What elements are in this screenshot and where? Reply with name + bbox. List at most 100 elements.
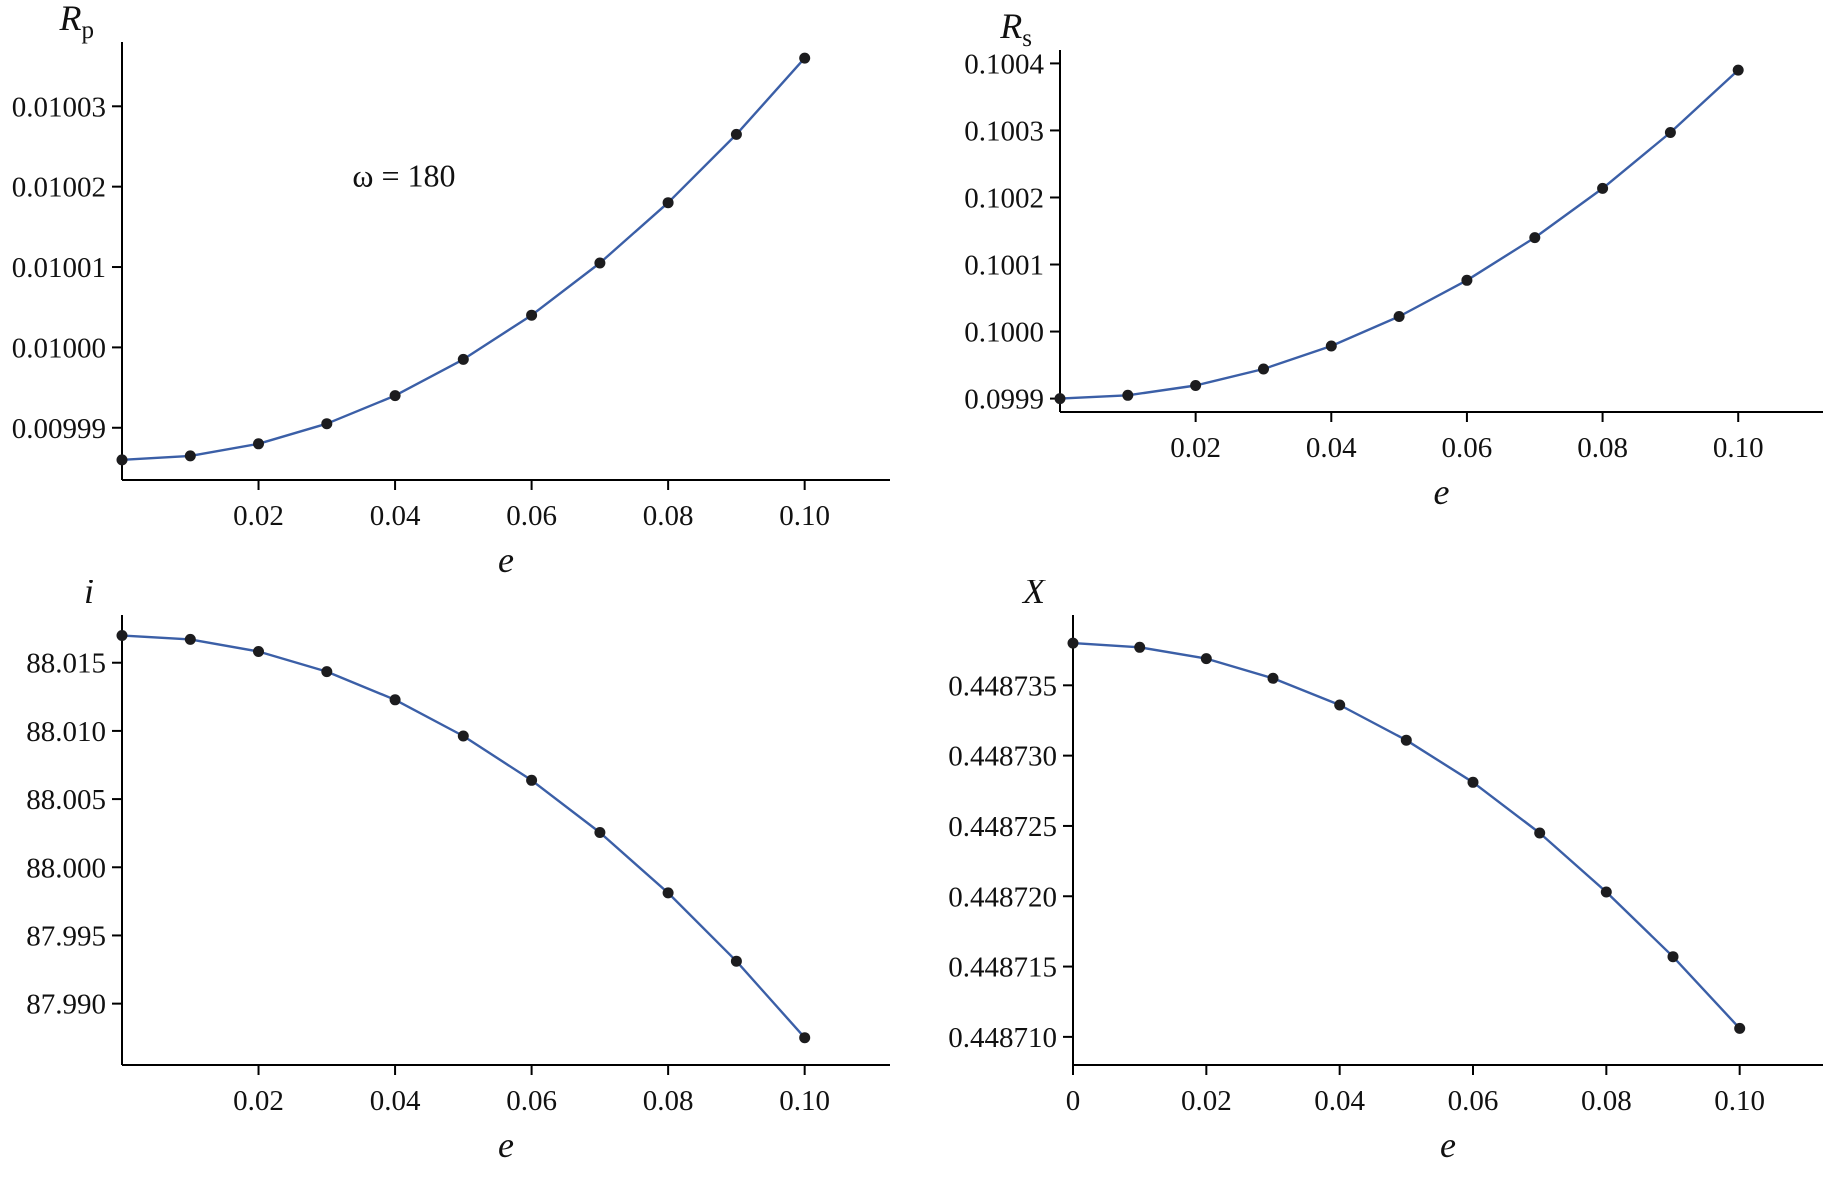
- data-point: [1134, 641, 1146, 653]
- x-tick-label: 0.04: [370, 1085, 421, 1117]
- data-point: [730, 955, 742, 967]
- data-point: [1529, 232, 1541, 244]
- y-tick-label: 0.448725: [948, 811, 1057, 843]
- data-point: [1667, 951, 1679, 963]
- y-tick-label: 87.995: [26, 920, 106, 952]
- y-tick-label: 0.448715: [948, 952, 1057, 984]
- x-axis-title: e: [1434, 472, 1450, 512]
- series-line: [120, 56, 806, 462]
- y-tick-label: 0.01001: [12, 252, 106, 284]
- chart-panel-x: 0.448710 0.448715 0.448720 0.448725 0.448730…: [905, 571, 1838, 1177]
- data-point: [1534, 827, 1546, 839]
- series-line: [120, 634, 806, 1039]
- data-point: [799, 52, 811, 64]
- data-point: [1734, 1022, 1746, 1034]
- data-point: [1334, 699, 1346, 711]
- x-axis-title: e: [498, 540, 514, 580]
- y-tick-label: 0.1000: [964, 317, 1044, 349]
- data-point: [526, 774, 538, 786]
- data-point: [594, 827, 606, 838]
- data-point: [1325, 340, 1337, 352]
- data-point: [1664, 127, 1676, 138]
- series-line: [1071, 641, 1741, 1030]
- chart-panel-rs: 0.0999 0.1000 0.1001 0.1002 0.1003 0.1004 0.02…: [905, 0, 1838, 580]
- x-tick-label: 0.02: [1170, 432, 1221, 464]
- data-point: [1467, 776, 1479, 788]
- x-tick-label: 0.06: [1442, 432, 1493, 464]
- data-point: [1067, 637, 1079, 649]
- x-tick-label: 0.04: [370, 500, 421, 532]
- y-tick-label: 0.448735: [948, 670, 1057, 702]
- data-point: [116, 630, 128, 641]
- x-axis-title: e: [498, 1125, 514, 1165]
- y-axis-title-subscript: s: [1022, 25, 1032, 52]
- y-tick-label: 0.1002: [964, 182, 1044, 214]
- y-tick-label: 88.015: [26, 648, 106, 680]
- x-tick-label: 0.06: [506, 1085, 557, 1117]
- data-point: [1200, 653, 1212, 665]
- x-tick-label: 0.10: [1713, 432, 1764, 464]
- x-axis-title: e: [1440, 1125, 1456, 1165]
- y-axis-title-subscript: p: [82, 17, 95, 44]
- data-point: [1600, 886, 1612, 898]
- data-point: [1400, 734, 1412, 746]
- data-point: [1393, 311, 1405, 322]
- x-tick-label: 0.08: [1577, 432, 1628, 464]
- x-tick-label: 0.08: [1581, 1085, 1632, 1117]
- data-point: [184, 450, 196, 462]
- data-point: [321, 666, 333, 678]
- chart-panel-inclination: 87.990 87.995 88.000 88.005 88.010 88.015 0.02…: [0, 571, 905, 1177]
- chart-svg-rs: 0.0999 0.1000 0.1001 0.1002 0.1003 0.1004 0.02…: [964, 6, 1823, 512]
- omega-annotation: ω = 180: [352, 158, 455, 194]
- y-tick-label: 0.448720: [948, 881, 1057, 913]
- x-tick-label: 0.08: [643, 500, 694, 532]
- data-point: [1267, 672, 1279, 684]
- x-tick-label: 0.02: [1181, 1085, 1232, 1117]
- y-tick-label: 88.000: [26, 852, 106, 884]
- x-tick-label: 0: [1066, 1085, 1081, 1117]
- y-tick-label: 0.01000: [12, 332, 106, 364]
- data-point: [594, 257, 606, 269]
- data-point: [662, 887, 674, 899]
- series-line: [1058, 68, 1740, 400]
- chart-panel-rp: 0.00999 0.01000 0.01001 0.01002 0.01003 0.02 0…: [0, 0, 905, 580]
- y-tick-label: 88.005: [26, 784, 106, 816]
- x-tick-label: 0.10: [779, 500, 830, 532]
- y-axis-title: Rp: [59, 0, 95, 44]
- y-axis-title: i: [84, 580, 94, 611]
- chart-svg-i: 87.990 87.995 88.000 88.005 88.010 88.015 0.02…: [26, 571, 890, 1165]
- data-point: [1054, 393, 1066, 405]
- x-tick-label: 0.06: [506, 500, 557, 532]
- data-point: [1597, 182, 1609, 194]
- x-tick-label: 0.06: [1448, 1085, 1499, 1117]
- y-axis-title: X: [1021, 580, 1047, 611]
- x-tick-label: 0.04: [1314, 1085, 1365, 1117]
- y-tick-label: 0.1004: [964, 48, 1044, 80]
- y-tick-label: 0.448730: [948, 741, 1057, 773]
- data-point: [799, 1032, 811, 1044]
- chart-svg-rp: 0.00999 0.01000 0.01001 0.01002 0.01003 0.02 0…: [12, 0, 890, 580]
- data-point: [662, 197, 674, 209]
- y-tick-label: 0.1003: [964, 115, 1044, 147]
- y-tick-label: 0.0999: [964, 384, 1044, 416]
- y-tick-label: 0.00999: [12, 413, 106, 445]
- data-point: [1258, 363, 1269, 375]
- y-tick-label: 0.448710: [948, 1022, 1057, 1054]
- data-point: [389, 390, 401, 402]
- y-tick-label: 88.010: [26, 716, 106, 748]
- x-tick-label: 0.02: [233, 1085, 284, 1117]
- data-point: [116, 454, 128, 466]
- data-point: [1461, 274, 1473, 286]
- x-tick-label: 0.04: [1306, 432, 1357, 464]
- x-tick-label: 0.02: [233, 500, 284, 532]
- y-tick-label: 0.01002: [12, 172, 106, 204]
- data-point: [526, 309, 538, 321]
- x-tick-label: 0.10: [779, 1085, 830, 1117]
- data-point: [253, 438, 264, 450]
- data-point: [184, 633, 196, 645]
- data-point: [730, 128, 742, 140]
- data-point: [253, 646, 264, 657]
- data-point: [457, 730, 469, 742]
- data-point: [1190, 380, 1202, 391]
